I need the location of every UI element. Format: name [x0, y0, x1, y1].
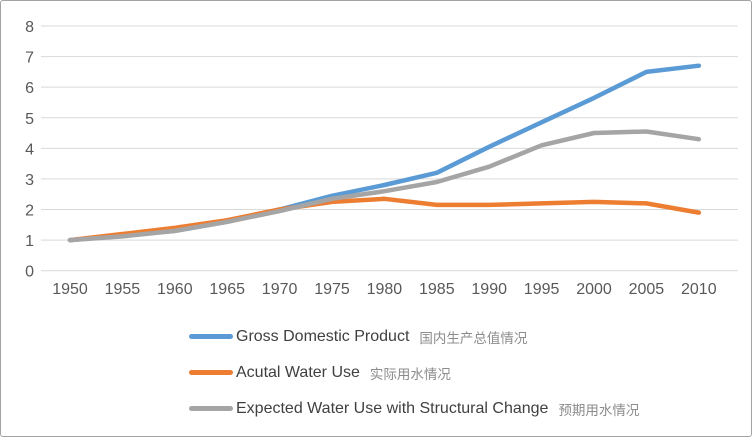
y-axis-tick-label: 4: [25, 141, 34, 158]
y-axis-tick-label: 8: [25, 19, 34, 36]
x-axis-tick-label: 2000: [576, 281, 612, 298]
legend-item-acutal-water-use: Acutal Water Use 实际用水情况: [189, 361, 639, 384]
y-axis-tick-label: 6: [25, 80, 34, 97]
legend-item-gross-domestic-product: Gross Domestic Product 国内生产总值情况: [189, 325, 639, 348]
line-chart-plot-area: 0 1 2 3 4 5 6 7 8 1950 1955 1960 1965 1970 1975 1980 198…: [25, 19, 738, 298]
legend-line-swatch-icon: [189, 370, 233, 375]
y-axis-tick-label: 5: [25, 111, 34, 128]
legend-line-swatch-icon: [189, 334, 233, 339]
legend-label: Gross Domestic Product: [236, 327, 410, 345]
series-line-gross-domestic-product: [67, 63, 702, 243]
y-axis-tick-label: 3: [25, 172, 34, 189]
legend-label-chinese: 国内生产总值情况: [419, 330, 528, 346]
x-axis-tick-label: 1970: [262, 281, 298, 298]
y-axis-tick-label: 0: [25, 264, 34, 281]
legend-label-chinese: 预期用水情况: [558, 402, 640, 418]
x-axis-tick-label: 1990: [471, 281, 507, 298]
series-line-acutal-water-use: [67, 196, 702, 243]
y-axis-tick-label: 2: [25, 203, 34, 220]
legend-line-swatch-icon: [189, 406, 233, 411]
legend: Gross Domestic Product 国内生产总值情况 Acutal Wat…: [189, 325, 639, 420]
x-axis-tick-label: 1985: [419, 281, 455, 298]
legend-label-chinese: 实际用水情况: [369, 366, 451, 382]
x-axis-tick-label: 1955: [105, 281, 141, 298]
x-axis-tick-label: 1995: [524, 281, 560, 298]
y-axis-tick-label: 7: [25, 50, 34, 67]
x-axis-tick-label: 1960: [157, 281, 193, 298]
x-axis-tick-label: 1980: [367, 281, 403, 298]
x-axis-tick-label: 2010: [681, 281, 717, 298]
x-axis-tick-label: 1975: [314, 281, 350, 298]
legend-item-expected-water-use-with-structural-change: Expected Water Use with Structural Chang…: [189, 397, 639, 420]
legend-label: Acutal Water Use: [236, 363, 360, 381]
x-axis-tick-label: 2005: [629, 281, 665, 298]
y-axis-tick-label: 1: [25, 233, 34, 250]
series-line-expected-water-use-with-structural-change: [67, 129, 702, 243]
legend-label: Expected Water Use with Structural Chang…: [236, 399, 549, 417]
x-axis-tick-label: 1965: [209, 281, 245, 298]
x-axis-tick-label: 1950: [52, 281, 88, 298]
